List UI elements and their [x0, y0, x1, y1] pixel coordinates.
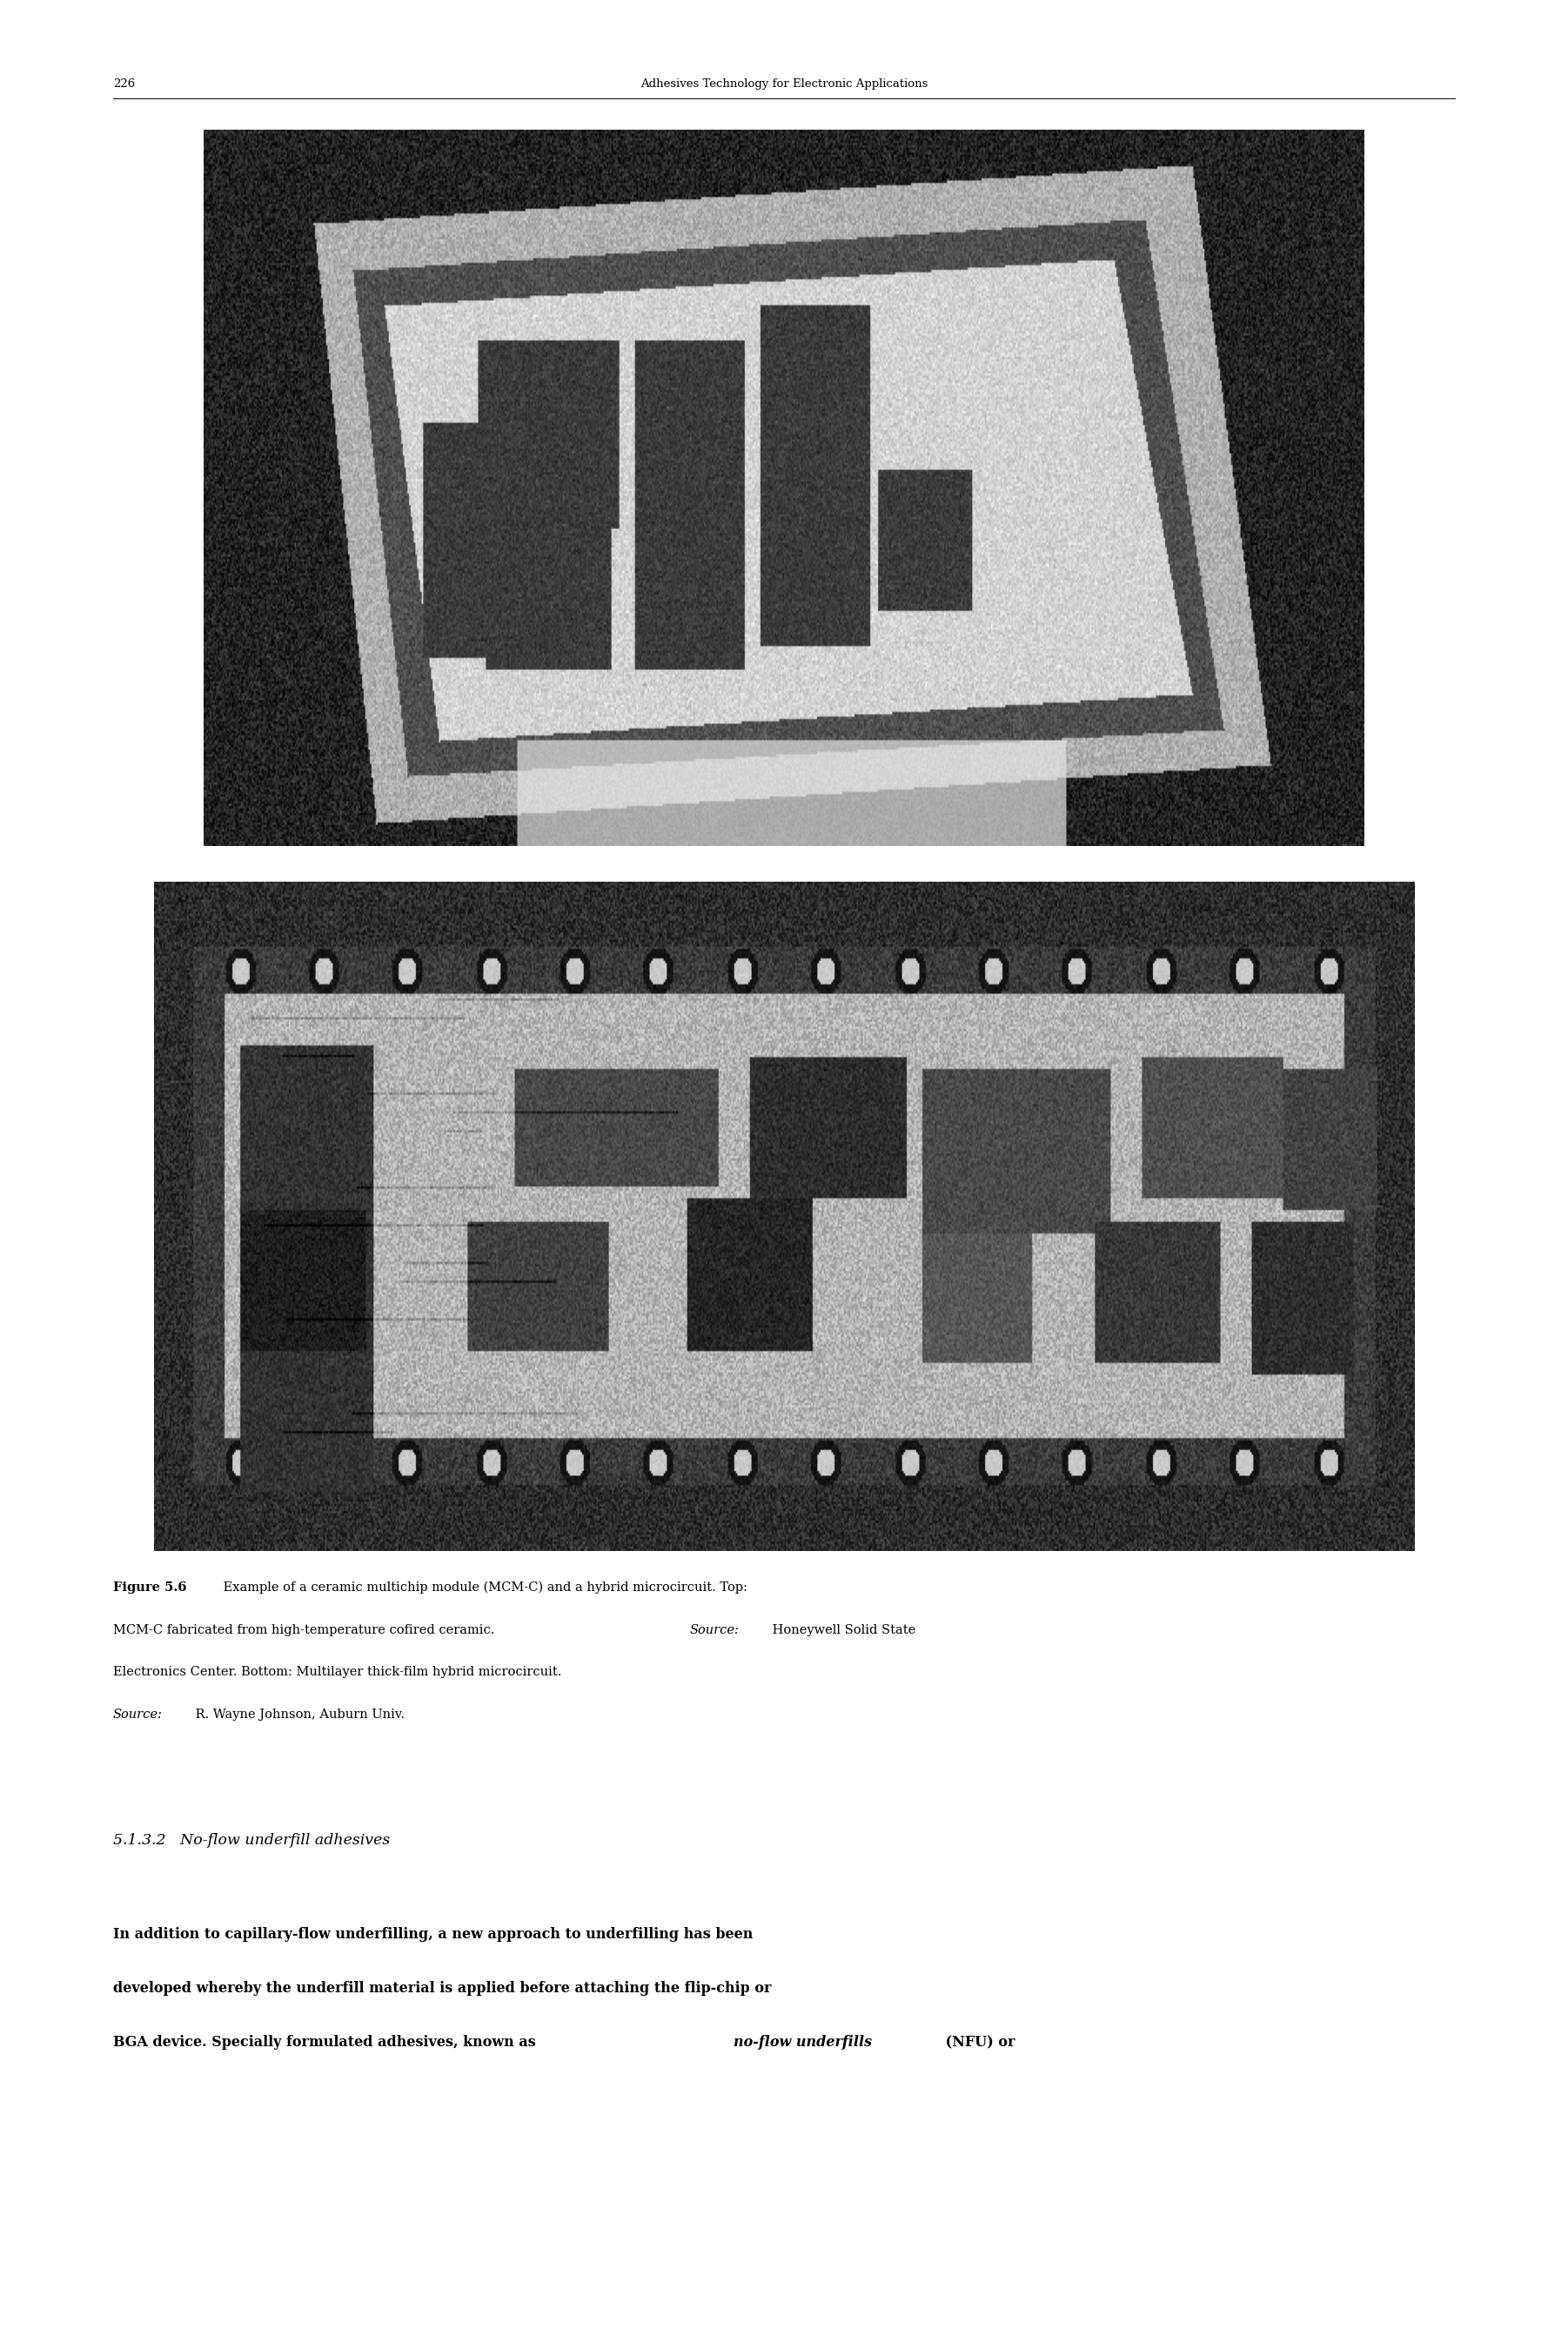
Text: R. Wayne Johnson, Auburn Univ.: R. Wayne Johnson, Auburn Univ. [191, 1708, 405, 1720]
Text: In addition to capillary-flow underfilling, a new approach to underfilling has b: In addition to capillary-flow underfilli… [113, 1927, 753, 1941]
Text: BGA device. Specially formulated adhesives, known as: BGA device. Specially formulated adhesiv… [113, 2035, 541, 2049]
Text: 5.1.3.2   No-flow underfill adhesives: 5.1.3.2 No-flow underfill adhesives [113, 1833, 390, 1847]
Text: Source:: Source: [113, 1708, 163, 1720]
Text: Adhesives Technology for Electronic Applications: Adhesives Technology for Electronic Appl… [640, 78, 928, 89]
Text: MCM-C fabricated from high-temperature cofired ceramic.: MCM-C fabricated from high-temperature c… [113, 1624, 499, 1636]
Text: Source:: Source: [690, 1624, 740, 1636]
Text: Honeywell Solid State: Honeywell Solid State [768, 1624, 916, 1636]
Text: no-flow underfills: no-flow underfills [734, 2035, 872, 2049]
Text: Example of a ceramic multichip module (MCM-C) and a hybrid microcircuit. Top:: Example of a ceramic multichip module (M… [220, 1582, 748, 1593]
Text: Electronics Center. Bottom: Multilayer thick-film hybrid microcircuit.: Electronics Center. Bottom: Multilayer t… [113, 1666, 561, 1678]
Text: developed whereby the underfill material is applied before attaching the flip-ch: developed whereby the underfill material… [113, 1981, 771, 1995]
Text: Figure 5.6: Figure 5.6 [113, 1582, 187, 1593]
Text: 226: 226 [113, 78, 135, 89]
Text: (NFU) or: (NFU) or [941, 2035, 1014, 2049]
